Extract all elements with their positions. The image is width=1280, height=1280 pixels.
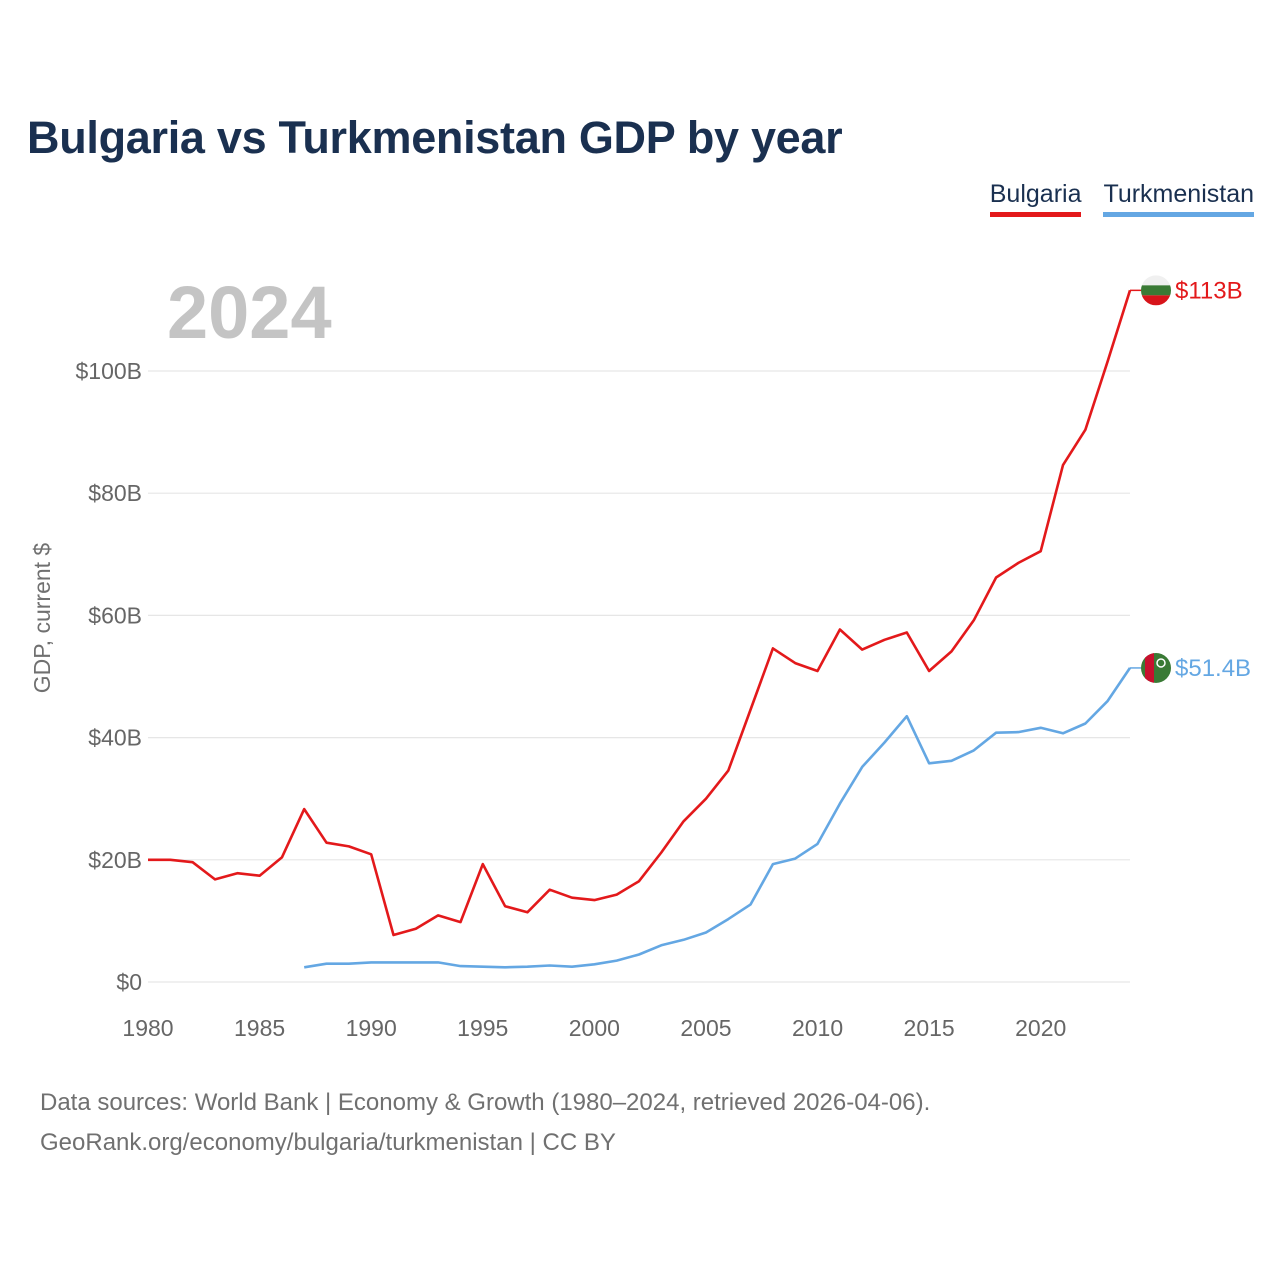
source-link[interactable]: GeoRank.org/economy/bulgaria/turkmenista…	[40, 1129, 616, 1156]
series-line-bulgaria[interactable]	[148, 289, 1132, 937]
x-tick-label: 1990	[346, 1015, 397, 1041]
end-value-label-turkmenistan: $51.4B	[1175, 655, 1251, 682]
legend: Bulgaria Turkmenistan	[989, 180, 1254, 217]
y-tick-label: $0	[116, 969, 142, 995]
y-axis-tick-labels: $0 $20B $40B $60B $80B $100B	[75, 358, 142, 995]
data-source-text: Data sources: World Bank | Economy & Gro…	[40, 1089, 931, 1116]
legend-item-bulgaria[interactable]: Bulgaria	[989, 180, 1082, 217]
y-tick-label: $40B	[88, 725, 142, 751]
end-markers: $113B $51.4B	[1130, 275, 1251, 683]
series-line-turkmenistan[interactable]	[303, 667, 1132, 969]
x-tick-label: 1995	[457, 1015, 508, 1041]
x-tick-label: 1980	[122, 1015, 173, 1041]
chart-title: Bulgaria vs Turkmenistan GDP by year	[27, 112, 843, 163]
x-tick-label: 1985	[234, 1015, 285, 1041]
legend-item-turkmenistan[interactable]: Turkmenistan	[1103, 180, 1254, 217]
y-tick-label: $80B	[88, 480, 142, 506]
bulgaria-flag-icon	[1141, 275, 1171, 306]
footer: Data sources: World Bank | Economy & Gro…	[40, 1083, 930, 1163]
series-lines	[148, 289, 1132, 969]
x-tick-label: 2020	[1015, 1015, 1066, 1041]
year-watermark: 2024	[167, 271, 332, 354]
y-tick-label: $20B	[88, 847, 142, 873]
end-value-label-bulgaria: $113B	[1175, 277, 1243, 304]
y-axis-label: GDP, current $	[29, 543, 55, 694]
x-tick-label: 2000	[569, 1015, 620, 1041]
x-tick-label: 2015	[904, 1015, 955, 1041]
x-tick-label: 2005	[680, 1015, 731, 1041]
x-axis-tick-labels: 1980 1985 1990 1995 2000 2005 2010 2015 2020	[122, 1015, 1066, 1041]
turkmenistan-flag-icon	[1141, 652, 1171, 683]
y-tick-label: $60B	[88, 602, 142, 628]
y-tick-label: $100B	[75, 358, 142, 384]
gridlines	[148, 370, 1130, 983]
gdp-line-chart: 2024 $0 $20B $40B $60B $80B $100B 1980 1985 199…	[29, 271, 1251, 1041]
x-tick-label: 2010	[792, 1015, 843, 1041]
